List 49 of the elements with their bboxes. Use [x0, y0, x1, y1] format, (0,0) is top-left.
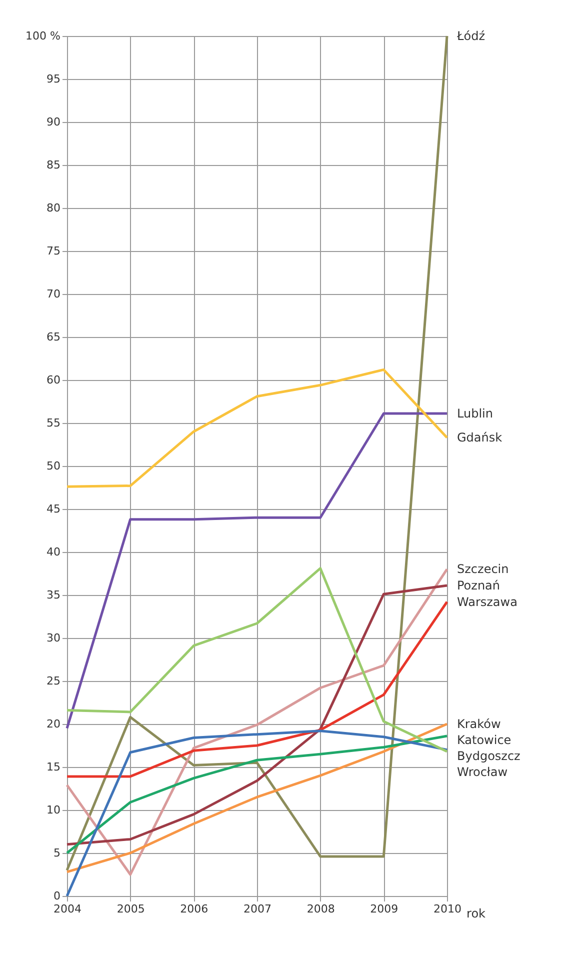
y-tick-label: 85 — [46, 158, 60, 172]
line-series — [66, 34, 448, 872]
y-tick-label: 80 — [46, 202, 60, 214]
y-tick-label: 75 — [46, 244, 60, 258]
y-tick-label: 25 — [46, 674, 60, 688]
series-label: Szczecin — [457, 562, 509, 576]
x-tick-label: 2005 — [116, 902, 145, 916]
series-label: Warszawa — [457, 594, 518, 609]
y-tick-label: 45 — [46, 502, 60, 516]
y-tick-label: 70 — [46, 288, 60, 300]
x-tick-label: 2004 — [54, 902, 82, 916]
y-tick-label: 10 — [46, 804, 60, 816]
line-series — [66, 734, 448, 854]
series-label: Gdańsk — [457, 430, 502, 445]
y-tick-label: 15 — [46, 760, 60, 774]
x-tick-label: 2010 — [434, 902, 462, 916]
y-tick-label: 5 — [54, 846, 60, 860]
series-label: Łódź — [456, 29, 486, 43]
x-tick-label: 2008 — [306, 902, 335, 916]
x-axis-title: rok — [466, 906, 486, 920]
line-series — [66, 568, 448, 876]
series-label: Poznań — [457, 578, 500, 593]
y-tick-label: 90 — [46, 116, 60, 128]
y-tick-label: 60 — [46, 374, 60, 386]
y-tick-label: 55 — [46, 416, 60, 430]
series-label: Katowice — [457, 733, 512, 747]
x-tick-label: 2006 — [180, 902, 208, 916]
line-series — [66, 722, 448, 874]
line-series — [66, 600, 448, 778]
series-label: Kraków — [457, 717, 502, 731]
y-tick-label: 40 — [46, 546, 60, 558]
y-tick-label: 100 % — [26, 30, 60, 42]
x-tick-label: 2007 — [244, 902, 272, 916]
line-series — [66, 584, 448, 846]
y-tick-label: 0 — [54, 890, 60, 902]
series-label: Lublin — [457, 406, 493, 421]
y-tick-label: 50 — [46, 460, 60, 472]
y-tick-label: 35 — [46, 588, 60, 602]
y-tick-label: 95 — [46, 72, 60, 86]
line-series — [66, 412, 448, 730]
x-tick-label: 2009 — [370, 902, 398, 916]
y-tick-label: 65 — [46, 330, 60, 344]
line-series — [66, 567, 448, 753]
line-series — [66, 730, 448, 898]
series-label: Wrocław — [457, 765, 508, 779]
y-tick-label: 30 — [46, 632, 60, 644]
y-tick-label: 20 — [46, 718, 60, 730]
line-series — [66, 368, 448, 488]
series-label: Bydgoszcz — [457, 749, 520, 763]
